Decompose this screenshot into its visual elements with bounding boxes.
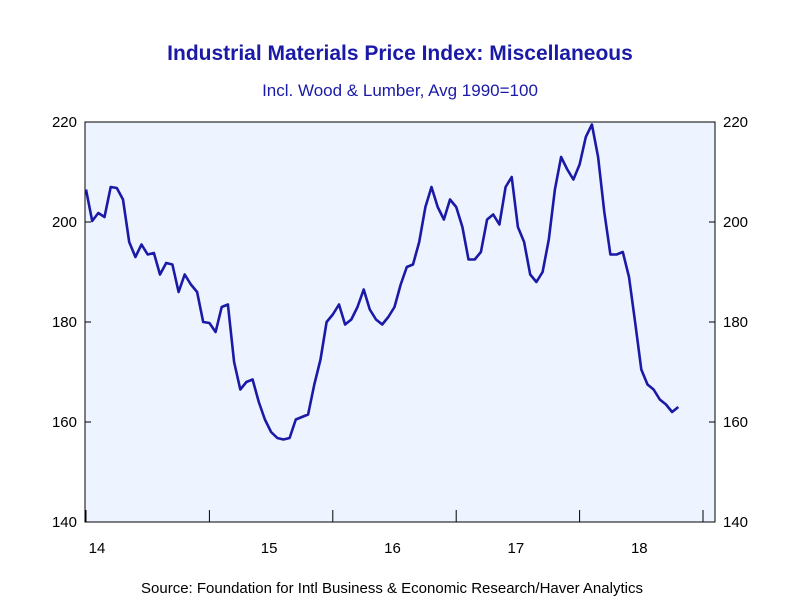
y-tick-label-right: 200 [723,214,748,231]
y-tick-label-right: 140 [723,514,748,531]
chart-title: Industrial Materials Price Index: Miscel… [167,42,633,65]
left-y-axis: 140 160 180 200 220 [52,114,91,531]
right-y-axis: 140 160 180 200 220 [709,114,748,531]
chart-subtitle: Incl. Wood & Lumber, Avg 1990=100 [262,81,538,100]
series-line [84,123,680,441]
x-tick-label: 16 [384,540,401,557]
x-axis: 14 15 16 17 18 [85,510,704,557]
y-tick-label-right: 220 [723,114,748,131]
y-tick-label: 180 [52,314,77,331]
y-tick-label-right: 180 [723,314,748,331]
x-tick-label: 18 [631,540,648,557]
x-tick-label: 17 [508,540,525,557]
x-tick-label: 15 [261,540,278,557]
y-tick-label: 140 [52,514,77,531]
y-tick-label-right: 160 [723,414,748,431]
x-tick-label: 14 [89,540,106,557]
source-note: Source: Foundation for Intl Business & E… [141,580,643,597]
plot-area [84,121,716,523]
y-tick-label: 200 [52,214,77,231]
y-tick-label: 220 [52,114,77,131]
y-tick-label: 160 [52,414,77,431]
